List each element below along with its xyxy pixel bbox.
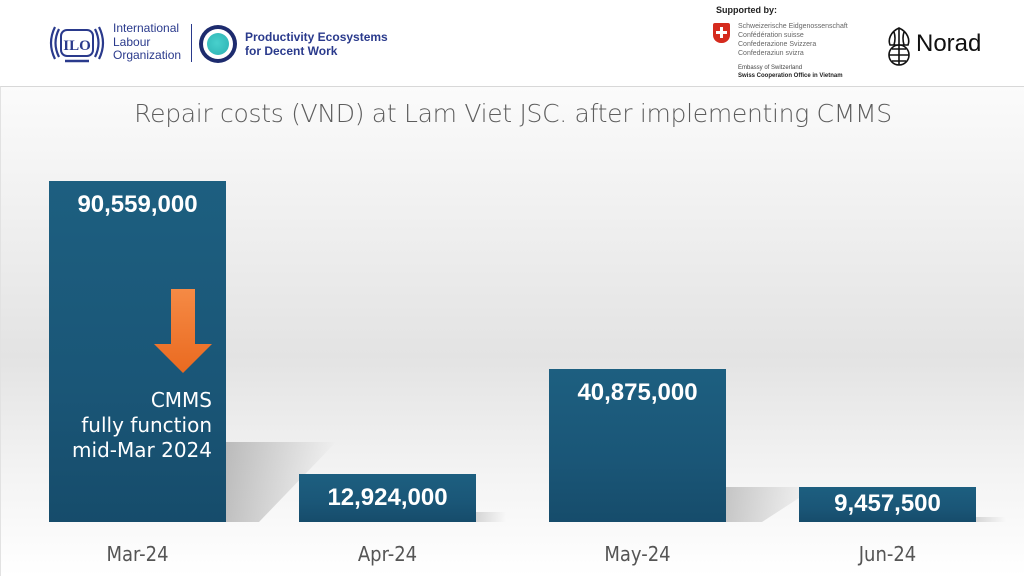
ilo-logo-icon: ILO (49, 26, 105, 63)
swiss-line-2: Confédération suisse (738, 32, 804, 39)
annotation-line-3: mid-Mar 2024 (72, 438, 212, 462)
bar-value-label: 90,559,000 (77, 191, 198, 218)
productivity-ecosystems-logo-icon (199, 25, 237, 63)
bar-shadow (976, 517, 1006, 522)
norad-logo-text: Norad (916, 30, 982, 57)
svg-text:ILO: ILO (63, 38, 91, 54)
ilo-line-1: International (113, 21, 180, 35)
annotation-line-1: CMMS (150, 388, 212, 412)
bar-value-label: 40,875,000 (577, 379, 698, 406)
swiss-line-1: Schweizerische Eidgenossenschaft (738, 23, 848, 30)
office-line: Swiss Cooperation Office in Vietnam (738, 73, 843, 79)
ilo-line-2: Labour (113, 34, 151, 49)
swiss-line-3: Confederazione Svizzera (738, 41, 817, 48)
swiss-flag-icon (713, 23, 730, 43)
swiss-embassy-text: Embassy of Switzerland Swiss Cooperation… (738, 64, 843, 80)
x-tick-label: Apr-24 (357, 542, 418, 566)
x-tick-label: Jun-24 (858, 542, 917, 566)
bar-value-label: 9,457,500 (834, 490, 941, 517)
embassy-line: Embassy of Switzerland (738, 65, 803, 71)
chart-title: Repair costs (VND) at Lam Viet JSC. afte… (134, 99, 892, 128)
partner-name: Productivity Ecosystems for Decent Work (245, 30, 388, 58)
bar-shadow (476, 512, 506, 522)
bar-jun-24: 9,457,500 (799, 487, 976, 522)
swiss-confederation-text: Schweizerische Eidgenossenschaft Confédé… (738, 22, 848, 58)
supported-by-label: Supported by: (716, 5, 777, 15)
x-tick-label: Mar-24 (106, 542, 169, 566)
ilo-line-3: Organization (113, 48, 182, 62)
x-tick-label: May-24 (604, 542, 671, 566)
bar-apr-24: 12,924,000 (299, 474, 476, 522)
bar-may-24: 40,875,000 (549, 369, 726, 522)
swiss-line-4: Confederaziun svizra (738, 50, 804, 57)
header-logos: ILO International Labour Organization Pr… (0, 0, 1024, 86)
annotation-line-2: fully function (81, 413, 212, 437)
chart-slide: Repair costs (VND) at Lam Viet JSC. afte… (0, 86, 1024, 576)
cmms-annotation: CMMS fully function mid-Mar 2024 (35, 388, 212, 463)
bar-value-label: 12,924,000 (327, 484, 448, 511)
norad-globe-icon (888, 27, 910, 66)
down-arrow-icon (154, 289, 212, 373)
logo-divider (191, 24, 192, 62)
partner-line-1: Productivity Ecosystems (245, 30, 388, 44)
ilo-name: International Labour Organization (113, 21, 182, 63)
partner-line-2: for Decent Work (245, 44, 338, 58)
